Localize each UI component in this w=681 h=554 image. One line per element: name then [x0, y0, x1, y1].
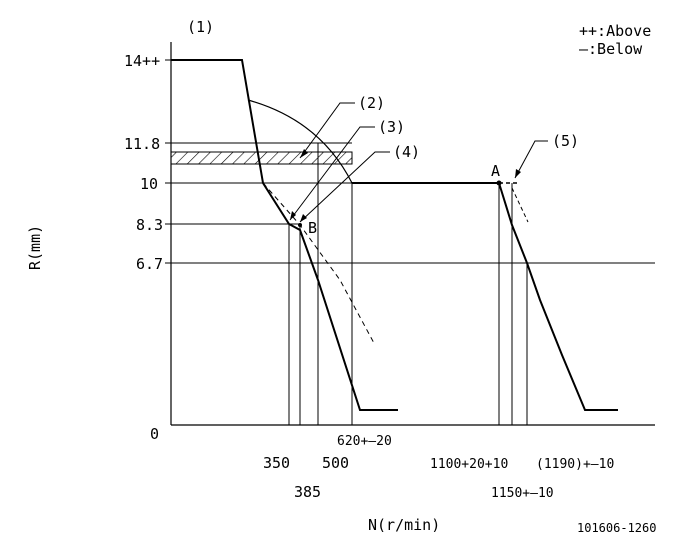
y-tick-marks	[165, 59, 171, 264]
legend-above: ++:Above	[579, 22, 651, 40]
characteristic-line-right	[498, 182, 618, 411]
callout-leaders	[289, 102, 548, 223]
hatched-band	[170, 151, 353, 165]
point-a-marker	[496, 180, 502, 186]
y-tick-0: 0	[150, 425, 159, 443]
x-tick-1190: (1190)+–10	[536, 457, 614, 472]
x-tick-350: 350	[263, 454, 290, 472]
y-tick-8-3: 8.3	[136, 216, 163, 234]
y-tick-6-7: 6.7	[136, 255, 163, 273]
vertical-reference-lines	[288, 143, 528, 425]
y-tick-14: 14++	[124, 52, 160, 70]
legend-below: —:Below	[579, 40, 643, 58]
point-a-label: A	[491, 162, 500, 180]
x-axis-title: N(r/min)	[368, 516, 440, 534]
governor-arc	[247, 99, 353, 184]
x-tick-1100: 1100+20+10	[430, 457, 508, 472]
dashed-line-left	[262, 182, 376, 346]
callout-2: (2)	[358, 94, 385, 112]
callout-3: (3)	[378, 118, 405, 136]
dashed-line-right-drop	[511, 187, 529, 223]
x-tick-1150: 1150+–10	[491, 486, 554, 501]
callout-arrowheads	[290, 149, 521, 222]
drawing-code: 101606-1260	[577, 521, 656, 535]
y-tick-10: 10	[140, 175, 158, 193]
point-b-label: B	[308, 219, 317, 237]
characteristic-line-left	[171, 59, 398, 411]
y-axis-title: R(mm)	[26, 225, 44, 270]
x-tick-500: 500	[322, 454, 349, 472]
callout-4: (4)	[393, 143, 420, 161]
x-tick-620: 620+–20	[337, 434, 392, 449]
point-b-marker	[298, 223, 302, 227]
callout-5: (5)	[552, 132, 579, 150]
y-tick-11-8: 11.8	[124, 135, 160, 153]
horizontal-reference-lines	[171, 142, 655, 264]
x-tick-385: 385	[294, 483, 321, 501]
callout-1: (1)	[187, 18, 214, 36]
